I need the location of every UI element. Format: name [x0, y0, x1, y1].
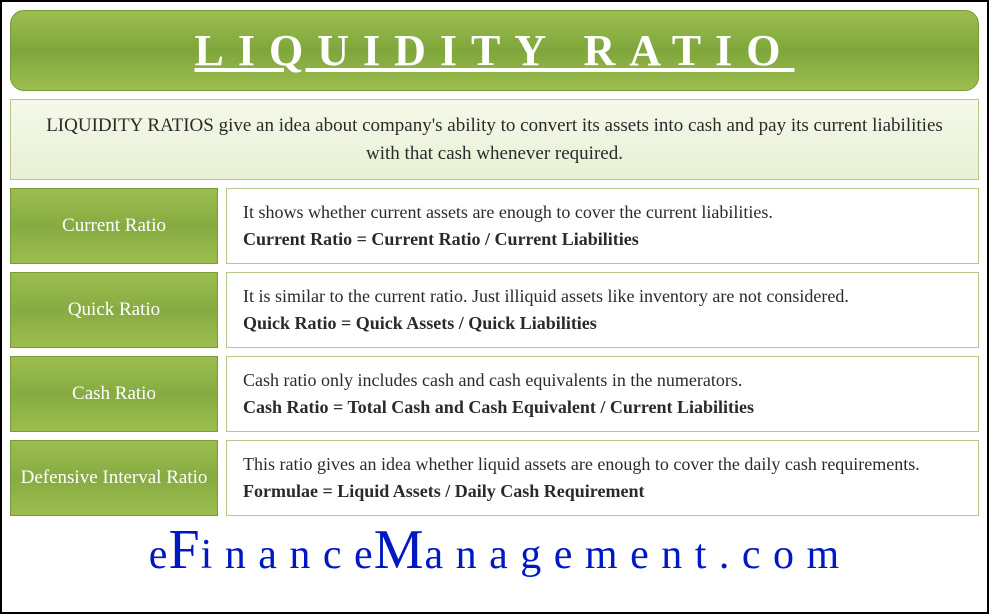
ratio-row: Current Ratio It shows whether current a… [10, 188, 979, 264]
ratio-desc-cell: It shows whether current assets are enou… [226, 188, 979, 264]
ratio-formula: Current Ratio = Current Ratio / Current … [243, 226, 962, 253]
ratio-row: Cash Ratio Cash ratio only includes cash… [10, 356, 979, 432]
ratio-row: Quick Ratio It is similar to the current… [10, 272, 979, 348]
ratio-desc-cell: This ratio gives an idea whether liquid … [226, 440, 979, 516]
ratio-formula: Quick Ratio = Quick Assets / Quick Liabi… [243, 310, 962, 337]
definition-box: LIQUIDITY RATIOS give an idea about comp… [10, 99, 979, 180]
ratio-desc: It is similar to the current ratio. Just… [243, 283, 962, 310]
footer-part-1: F [168, 519, 200, 581]
footer-part-4: a n a g e m e n t . c o m [424, 532, 840, 578]
ratio-desc-cell: Cash ratio only includes cash and cash e… [226, 356, 979, 432]
definition-text: give an idea about company's ability to … [214, 115, 943, 164]
ratio-desc: Cash ratio only includes cash and cash e… [243, 367, 962, 394]
title-banner: LIQUIDITY RATIO [10, 10, 979, 91]
ratio-desc-cell: It is similar to the current ratio. Just… [226, 272, 979, 348]
footer-part-3: M [374, 519, 425, 581]
ratio-label: Current Ratio [10, 188, 218, 264]
ratio-label: Cash Ratio [10, 356, 218, 432]
ratio-formula: Formulae = Liquid Assets / Daily Cash Re… [243, 478, 962, 505]
ratio-label: Defensive Interval Ratio [10, 440, 218, 516]
definition-lead: LIQUIDITY RATIOS [46, 115, 214, 136]
footer-part-0: e [149, 532, 169, 578]
footer-brand: eFi n a n c eMa n a g e m e n t . c o m [10, 520, 979, 582]
ratio-row: Defensive Interval Ratio This ratio give… [10, 440, 979, 516]
ratio-rows: Current Ratio It shows whether current a… [10, 188, 979, 516]
ratio-desc: This ratio gives an idea whether liquid … [243, 451, 962, 478]
ratio-formula: Cash Ratio = Total Cash and Cash Equival… [243, 394, 962, 421]
footer-part-2: i n a n c e [201, 532, 374, 578]
ratio-desc: It shows whether current assets are enou… [243, 199, 962, 226]
ratio-label: Quick Ratio [10, 272, 218, 348]
page-title: LIQUIDITY RATIO [11, 25, 978, 76]
